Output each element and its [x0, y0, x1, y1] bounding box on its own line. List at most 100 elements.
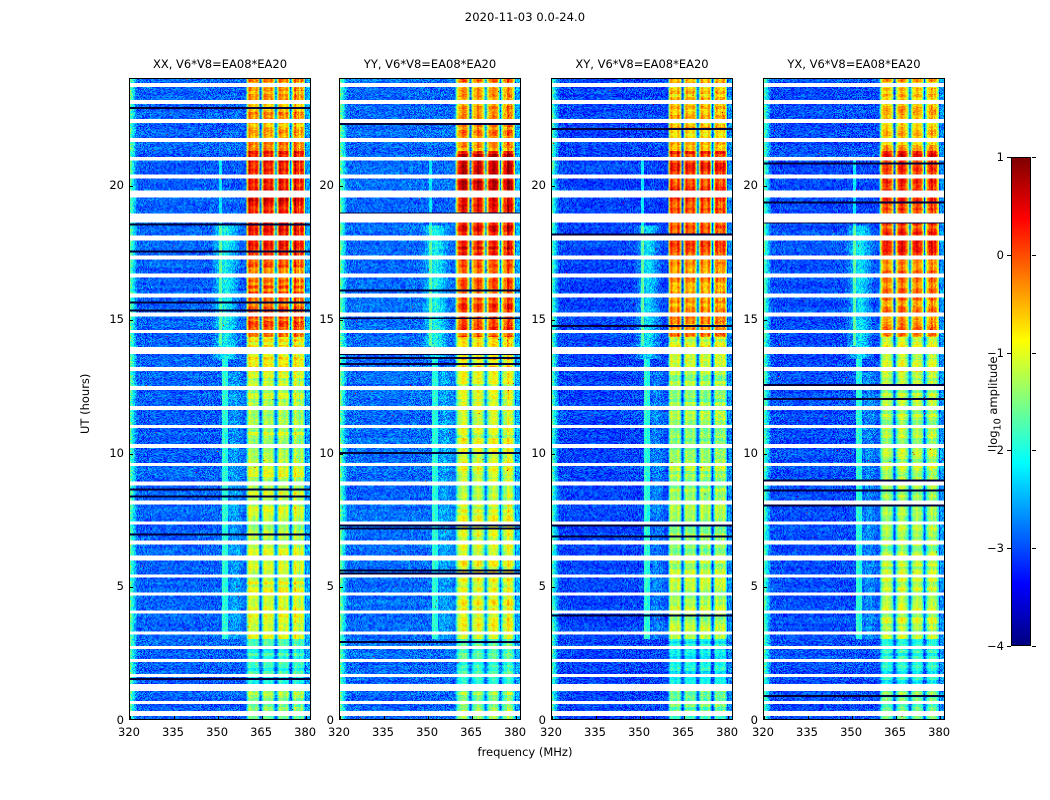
y-tick-label: 0	[538, 713, 546, 727]
y-tick-label: 20	[531, 178, 546, 192]
y-tick-label: 15	[319, 311, 334, 326]
x-tick-label: 335	[796, 725, 818, 739]
y-tick	[764, 186, 767, 187]
x-tick	[262, 716, 264, 719]
x-tick	[728, 716, 730, 719]
y-tick	[340, 587, 343, 589]
y-tick-label: 20	[109, 178, 124, 192]
colorbar-tick	[1032, 352, 1036, 354]
y-tick	[552, 319, 555, 321]
y-tick	[764, 453, 767, 455]
x-tick-label: 380	[294, 725, 317, 739]
x-tick	[896, 716, 898, 719]
y-tick	[340, 319, 343, 321]
colorbar-tick	[1032, 157, 1036, 158]
x-tick	[472, 716, 474, 719]
x-tick	[340, 716, 341, 719]
colorbar-tick-inner	[1007, 352, 1011, 354]
y-axis-label: UT (hours)	[78, 373, 92, 434]
colorbar-tick-label: −1	[987, 345, 1004, 360]
colorbar-tick	[1032, 548, 1036, 550]
y-tick-label: 0	[326, 713, 334, 727]
x-tick-label: 350	[206, 725, 229, 739]
waterfall-panel-xx[interactable]	[129, 78, 311, 720]
y-tick-label: 15	[531, 311, 546, 326]
x-tick-label: 350	[416, 725, 439, 739]
x-tick-label: 335	[584, 725, 606, 739]
colorbar[interactable]	[1011, 157, 1031, 646]
x-tick-label: 365	[460, 725, 483, 739]
colorbar-tick	[1032, 646, 1036, 647]
y-tick-label: 10	[109, 445, 124, 460]
x-tick	[640, 716, 642, 719]
x-tick	[684, 716, 686, 719]
colorbar-gradient	[1012, 158, 1030, 645]
y-tick-label: 5	[116, 579, 124, 594]
colorbar-tick-label: 1	[996, 150, 1004, 164]
x-tick-label: 320	[118, 725, 140, 739]
x-tick	[174, 716, 176, 719]
x-tick-label: 320	[328, 725, 350, 739]
waterfall-image-yy	[340, 79, 520, 719]
panel-title-yy: YY, V6*V8=EA08*EA20	[363, 57, 497, 71]
colorbar-tick-inner	[1007, 646, 1011, 647]
x-tick	[306, 716, 308, 719]
x-tick	[852, 716, 854, 719]
y-tick-label: 20	[743, 178, 758, 192]
waterfall-panel-xy[interactable]	[551, 78, 733, 720]
y-tick	[130, 587, 133, 589]
x-tick	[516, 716, 518, 719]
x-tick-label: 320	[540, 725, 562, 739]
x-tick	[130, 716, 131, 719]
x-tick	[552, 716, 553, 719]
figure-suptitle: 2020-11-03 0.0-24.0	[464, 10, 586, 24]
colorbar-tick-inner	[1007, 254, 1011, 256]
y-tick-label: 5	[750, 579, 758, 594]
y-tick-label: 0	[116, 713, 124, 727]
x-tick-label: 320	[752, 725, 774, 739]
y-tick-label: 20	[319, 178, 334, 192]
x-tick	[596, 716, 598, 719]
y-tick	[340, 186, 343, 187]
x-tick-label: 365	[884, 725, 907, 739]
y-tick	[552, 587, 555, 589]
x-tick	[940, 716, 942, 719]
y-tick-label: 15	[743, 311, 758, 326]
colorbar-label: log10 amplitude	[986, 355, 1004, 448]
colorbar-tick	[1032, 254, 1036, 256]
y-tick-label: 10	[743, 445, 758, 460]
y-tick	[552, 186, 555, 187]
y-tick	[764, 587, 767, 589]
y-tick	[130, 453, 133, 455]
y-tick-label: 15	[109, 311, 124, 326]
panel-title-yx: YX, V6*V8=EA08*EA20	[787, 57, 921, 71]
y-tick-label: 0	[750, 713, 758, 727]
colorbar-tick-label: 0	[996, 247, 1004, 262]
x-tick-label: 350	[840, 725, 863, 739]
x-tick-label: 380	[928, 725, 951, 739]
colorbar-tick	[1032, 450, 1036, 452]
colorbar-tick-label: −3	[987, 541, 1004, 556]
colorbar-tick-label: −2	[987, 443, 1004, 458]
x-tick	[218, 716, 220, 719]
panel-title-xy: XY, V6*V8=EA08*EA20	[575, 57, 709, 71]
waterfall-panel-yy[interactable]	[339, 78, 521, 720]
x-tick-label: 365	[250, 725, 273, 739]
waterfall-image-xx	[130, 79, 310, 719]
x-axis-label: frequency (MHz)	[477, 745, 573, 759]
colorbar-tick-label: −4	[987, 639, 1004, 653]
y-tick	[130, 186, 133, 187]
waterfall-image-xy	[552, 79, 732, 719]
x-tick	[384, 716, 386, 719]
waterfall-image-yx	[764, 79, 944, 719]
x-tick	[428, 716, 430, 719]
y-tick	[130, 319, 133, 321]
x-tick-label: 380	[504, 725, 527, 739]
waterfall-panel-yx[interactable]	[763, 78, 945, 720]
x-tick-label: 380	[716, 725, 739, 739]
x-tick-label: 350	[628, 725, 651, 739]
y-tick-label: 5	[538, 579, 546, 594]
x-tick-label: 335	[372, 725, 394, 739]
x-tick-label: 335	[162, 725, 184, 739]
